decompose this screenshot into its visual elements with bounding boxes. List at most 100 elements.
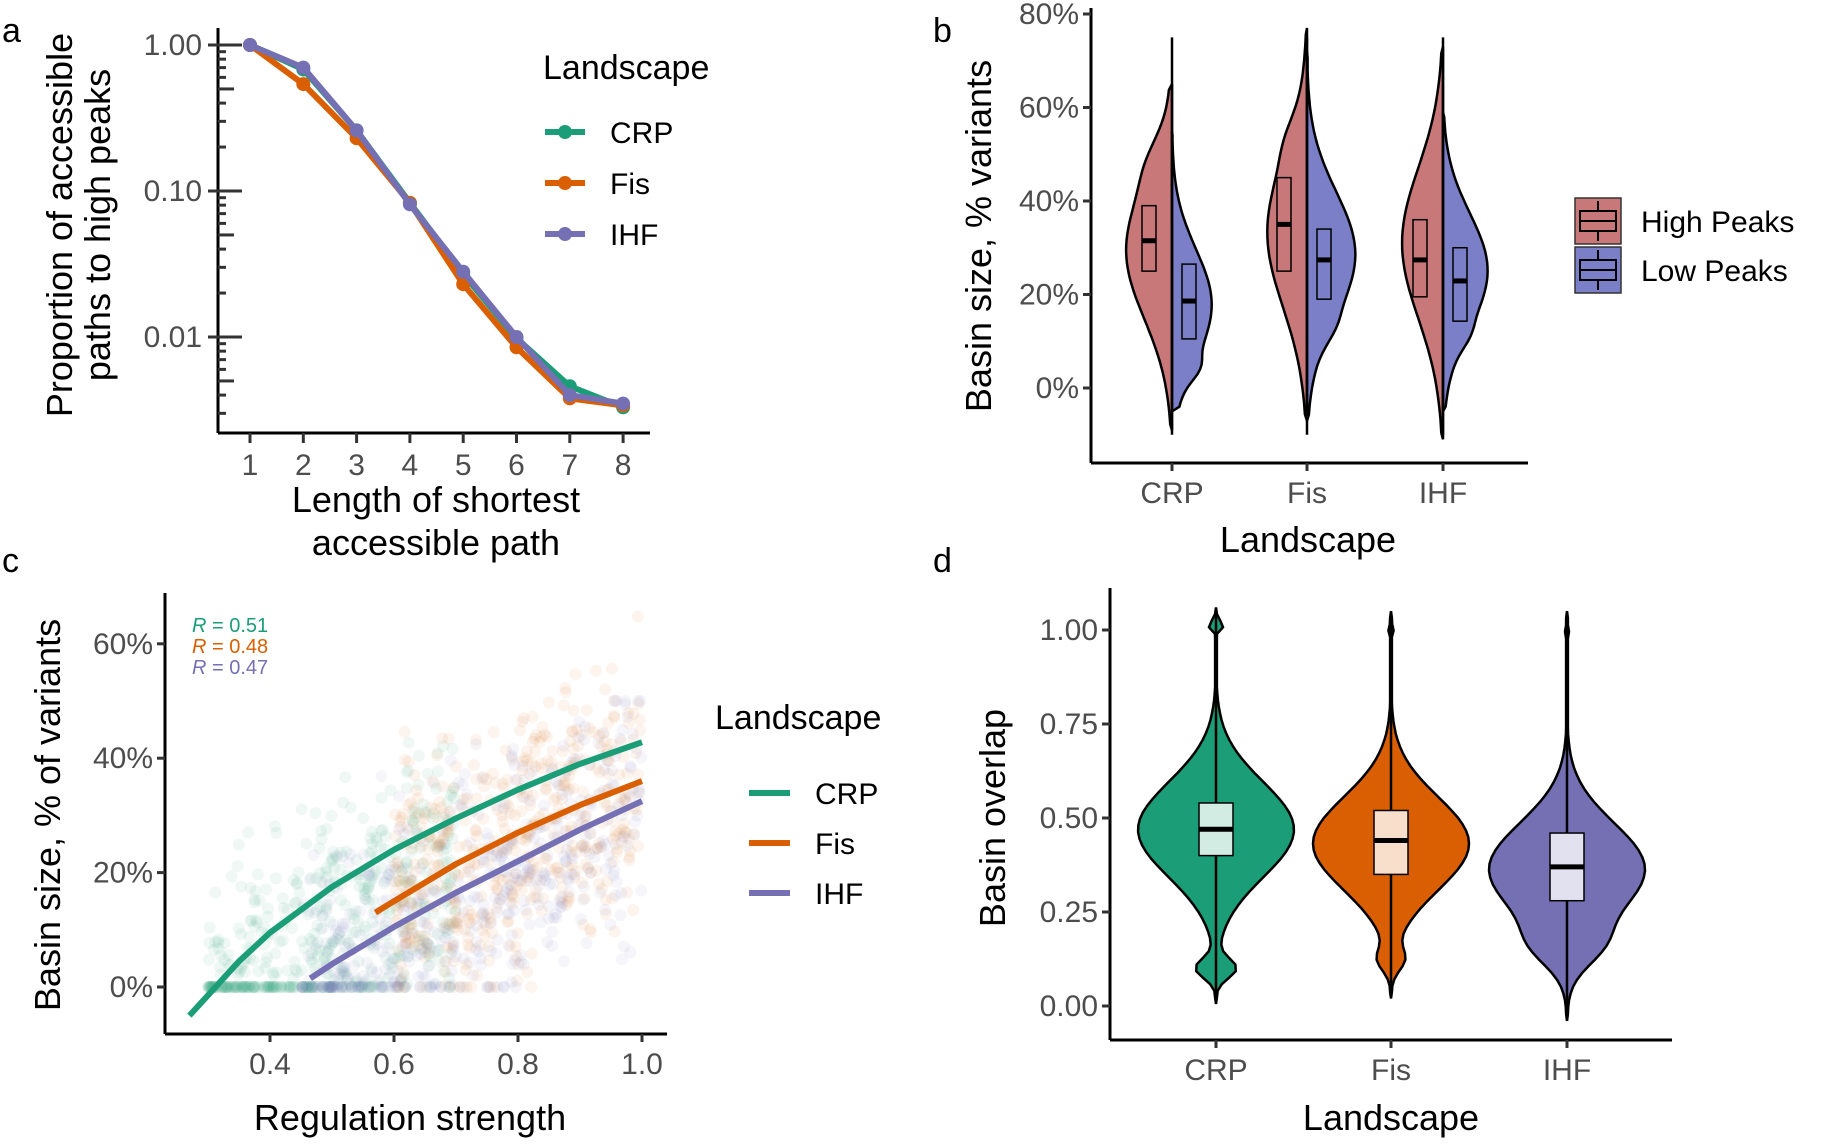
panel-c-point-crp <box>323 981 336 993</box>
panel-c-point-fis <box>389 884 402 897</box>
panel-c-point-crp <box>223 981 236 993</box>
panel-c-legend-title: Landscape <box>715 699 881 737</box>
panel-c-point-ihf <box>585 866 597 879</box>
panel-c-point-ihf <box>389 981 402 993</box>
panel-c-point-ihf <box>615 887 628 899</box>
panel-c-point-ihf <box>528 832 540 845</box>
panel-c-point-fis <box>415 820 428 833</box>
panel-c-point-ihf <box>421 937 434 950</box>
panel-c-point-crp <box>358 882 371 895</box>
panel-c-point-crp <box>444 789 457 802</box>
panel-c-point-crp <box>248 920 261 933</box>
panel-c-point-ihf <box>577 880 590 893</box>
panel-c-point-crp <box>335 894 348 907</box>
panel-c-point-crp <box>296 981 309 993</box>
panel-c-point-crp <box>238 965 251 978</box>
panel-c-point-crp <box>407 944 420 957</box>
panel-c-point-ihf <box>634 695 647 707</box>
panel-c-point-fis <box>416 981 429 993</box>
panel-c-point-crp <box>352 916 365 929</box>
panel-c-point-crp <box>305 953 318 966</box>
panel-c-point-crp <box>353 880 366 893</box>
panel-c-point-crp <box>290 876 303 889</box>
panel-c-point-ihf <box>402 949 415 962</box>
panel-c-point-crp <box>222 949 235 961</box>
panel-c-point-ihf <box>401 821 414 834</box>
panel-c-point-ihf <box>476 906 489 919</box>
panel-c-point-ihf <box>437 922 450 935</box>
panel-c-point-fis <box>536 720 549 733</box>
panel-c-point-fis <box>439 921 452 934</box>
panel-c-point-crp <box>320 862 333 875</box>
panel-c-point-fis <box>502 872 515 884</box>
panel-c-point-ihf <box>507 743 519 755</box>
panel-label-d: d <box>933 542 952 580</box>
panel-c-point-fis <box>539 782 552 795</box>
panel-c-point-ihf <box>604 918 617 931</box>
panel-c-point-crp <box>383 868 396 881</box>
panel-c-point-fis <box>470 792 483 805</box>
panel-c-point-crp <box>367 942 380 955</box>
panel-c-point-crp <box>379 951 392 964</box>
panel-c-point-ihf <box>517 958 530 971</box>
panel-c-point-fis <box>426 775 439 788</box>
panel-label-b: b <box>933 12 952 50</box>
panel-c-point-fis <box>483 954 496 967</box>
panel-c-point-ihf <box>497 889 509 902</box>
panel-c-point-fis <box>607 833 619 845</box>
panel-c-point-ihf <box>578 841 591 854</box>
panel-c-point-ihf <box>327 979 340 992</box>
panel-c-point-fis <box>613 768 626 781</box>
panel-c-point-fis <box>402 937 415 950</box>
panel-c-point-fis <box>435 801 448 814</box>
panel-c-point-ihf <box>365 869 378 882</box>
panel-c-point-fis <box>483 940 496 953</box>
panel-c-point-crp <box>311 919 324 932</box>
panel-c-point-crp <box>320 865 332 878</box>
panel-c-point-fis <box>428 859 441 872</box>
panel-c-point-ihf <box>384 864 397 877</box>
panel-c-point-ihf <box>459 768 471 781</box>
panel-c-point-fis <box>508 809 521 822</box>
panel-c-point-ihf <box>524 863 537 876</box>
panel-c-point-crp <box>364 832 377 845</box>
panel-c-point-fis <box>511 974 524 987</box>
panel-c-point-crp <box>322 945 335 958</box>
panel-c-point-fis <box>397 808 410 821</box>
panel-c-point-ihf <box>539 869 552 882</box>
panel-c-point-crp <box>230 981 243 993</box>
panel-c-point-ihf <box>467 969 480 982</box>
panel-c-point-ihf <box>412 894 425 906</box>
panel-c-point-fis <box>610 846 623 859</box>
panel-c-point-ihf <box>424 981 436 993</box>
panel-c-point-fis <box>559 779 572 792</box>
panel-c-point-ihf <box>608 695 621 707</box>
panel-c-point-ihf <box>573 808 586 821</box>
panel-c-point-crp <box>291 981 304 993</box>
panel-c-point-fis <box>413 930 425 943</box>
panel-c-point-ihf <box>336 964 349 977</box>
panel-c-point-fis <box>590 864 603 877</box>
panel-c-point-crp <box>338 969 350 982</box>
panel-c-point-ihf <box>444 754 457 767</box>
panel-c-point-ihf <box>557 955 570 968</box>
panel-c-point-fis <box>602 768 615 780</box>
panel-c-point-ihf <box>341 973 354 985</box>
panel-c-point-ihf <box>635 751 648 764</box>
panel-c-point-crp <box>267 981 279 993</box>
panel-c-point-crp <box>257 981 270 993</box>
panel-c-point-fis <box>460 792 473 805</box>
panel-c-point-fis <box>627 707 640 720</box>
panel-c-point-ihf <box>492 897 505 910</box>
panel-c-point-fis <box>517 755 530 768</box>
panel-c-point-fis <box>544 863 557 876</box>
panel-c-point-crp <box>267 981 280 993</box>
panel-c-point-crp <box>347 926 360 939</box>
panel-c-point-fis <box>462 905 475 917</box>
panel-c-point-ihf <box>425 981 438 993</box>
panel-c-point-crp <box>384 784 397 797</box>
panel-c-point-ihf <box>427 978 440 991</box>
panel-c-point-crp <box>328 981 341 993</box>
panel-c-point-fis <box>484 912 497 925</box>
panel-c-point-fis <box>534 874 547 886</box>
